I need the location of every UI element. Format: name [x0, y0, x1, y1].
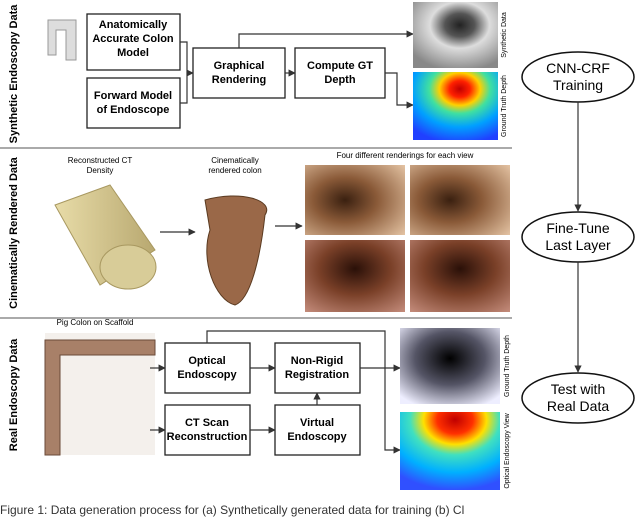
box: [274, 342, 361, 394]
pipeline-node: [521, 372, 635, 424]
rendering-image: [410, 240, 510, 312]
box-label: Non-Rigid Registration: [285, 355, 349, 381]
box: [86, 13, 181, 71]
colon-icon: [47, 19, 77, 61]
pipeline-label: CNN-CRF Training: [546, 60, 610, 93]
box-label: Graphical Rendering: [212, 60, 266, 86]
section-label: Real Endoscopy Data: [8, 338, 20, 451]
section-label: Cinematically Rendered Data: [8, 156, 20, 308]
caption: Figure 1: Data generation process for (a…: [0, 503, 464, 517]
scaffold-image: [44, 333, 156, 456]
box-label: CT Scan Reconstruction: [167, 417, 248, 443]
image-label: Ground Truth Depth: [501, 75, 508, 137]
image-label: Synthetic Data: [501, 12, 508, 58]
box: [164, 342, 251, 394]
box-label: Virtual Endoscopy: [287, 417, 347, 443]
depth-image: [400, 328, 500, 404]
box: [192, 47, 286, 99]
box-label: Anatomically Accurate Colon Model: [92, 19, 174, 59]
arrow: [238, 30, 414, 48]
box: [164, 404, 251, 456]
connector: [180, 41, 188, 104]
rendering-image: [410, 165, 510, 235]
ct-volume: [54, 184, 157, 290]
arrow: [385, 72, 414, 109]
image-label: Four different renderings for each view: [337, 151, 474, 160]
image-label: Reconstructed CT Density: [68, 156, 133, 175]
rendering-image: [305, 240, 405, 312]
depth-image: [413, 72, 498, 140]
box-label: Optical Endoscopy: [177, 355, 237, 381]
rendering-image: [305, 165, 405, 235]
image-label: Ground Truth Depth: [504, 335, 511, 397]
image-label: Optical Endoscopy View: [504, 412, 511, 488]
image-label: Pig Colon on Scaffold: [57, 318, 134, 327]
pipeline-label: Fine-Tune Last Layer: [545, 220, 611, 253]
box: [294, 47, 386, 99]
box-label: Forward Model of Endoscope: [94, 90, 172, 116]
pipeline-label: Test with Real Data: [547, 381, 609, 414]
box: [274, 404, 361, 456]
synthetic-image: [413, 2, 498, 68]
optical-view-image: [400, 412, 500, 490]
arrow: [206, 330, 401, 454]
section-label: Synthetic Endoscopy Data: [8, 4, 20, 144]
box-label: Compute GT Depth: [307, 60, 373, 86]
image-label: Cinematically rendered colon: [208, 156, 261, 175]
box: [86, 77, 181, 129]
colon-render: [204, 195, 268, 306]
